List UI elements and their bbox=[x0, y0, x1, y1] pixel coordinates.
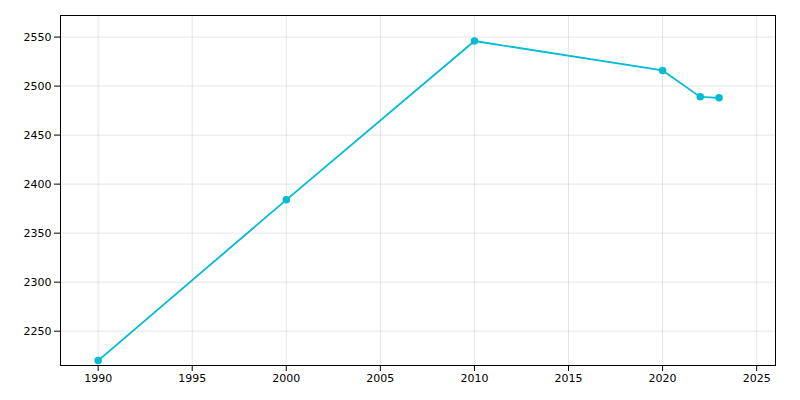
svg-text:2400: 2400 bbox=[24, 178, 52, 191]
svg-text:2250: 2250 bbox=[24, 325, 52, 338]
svg-text:2300: 2300 bbox=[24, 276, 52, 289]
svg-text:2500: 2500 bbox=[24, 80, 52, 93]
svg-text:1990: 1990 bbox=[84, 372, 112, 385]
svg-text:2015: 2015 bbox=[555, 372, 583, 385]
svg-text:2020: 2020 bbox=[649, 372, 677, 385]
svg-text:1995: 1995 bbox=[178, 372, 206, 385]
svg-text:2450: 2450 bbox=[24, 129, 52, 142]
svg-text:2350: 2350 bbox=[24, 227, 52, 240]
svg-text:2005: 2005 bbox=[366, 372, 394, 385]
svg-text:2000: 2000 bbox=[272, 372, 300, 385]
svg-text:2010: 2010 bbox=[460, 372, 488, 385]
svg-text:2025: 2025 bbox=[743, 372, 771, 385]
svg-text:2550: 2550 bbox=[24, 31, 52, 44]
